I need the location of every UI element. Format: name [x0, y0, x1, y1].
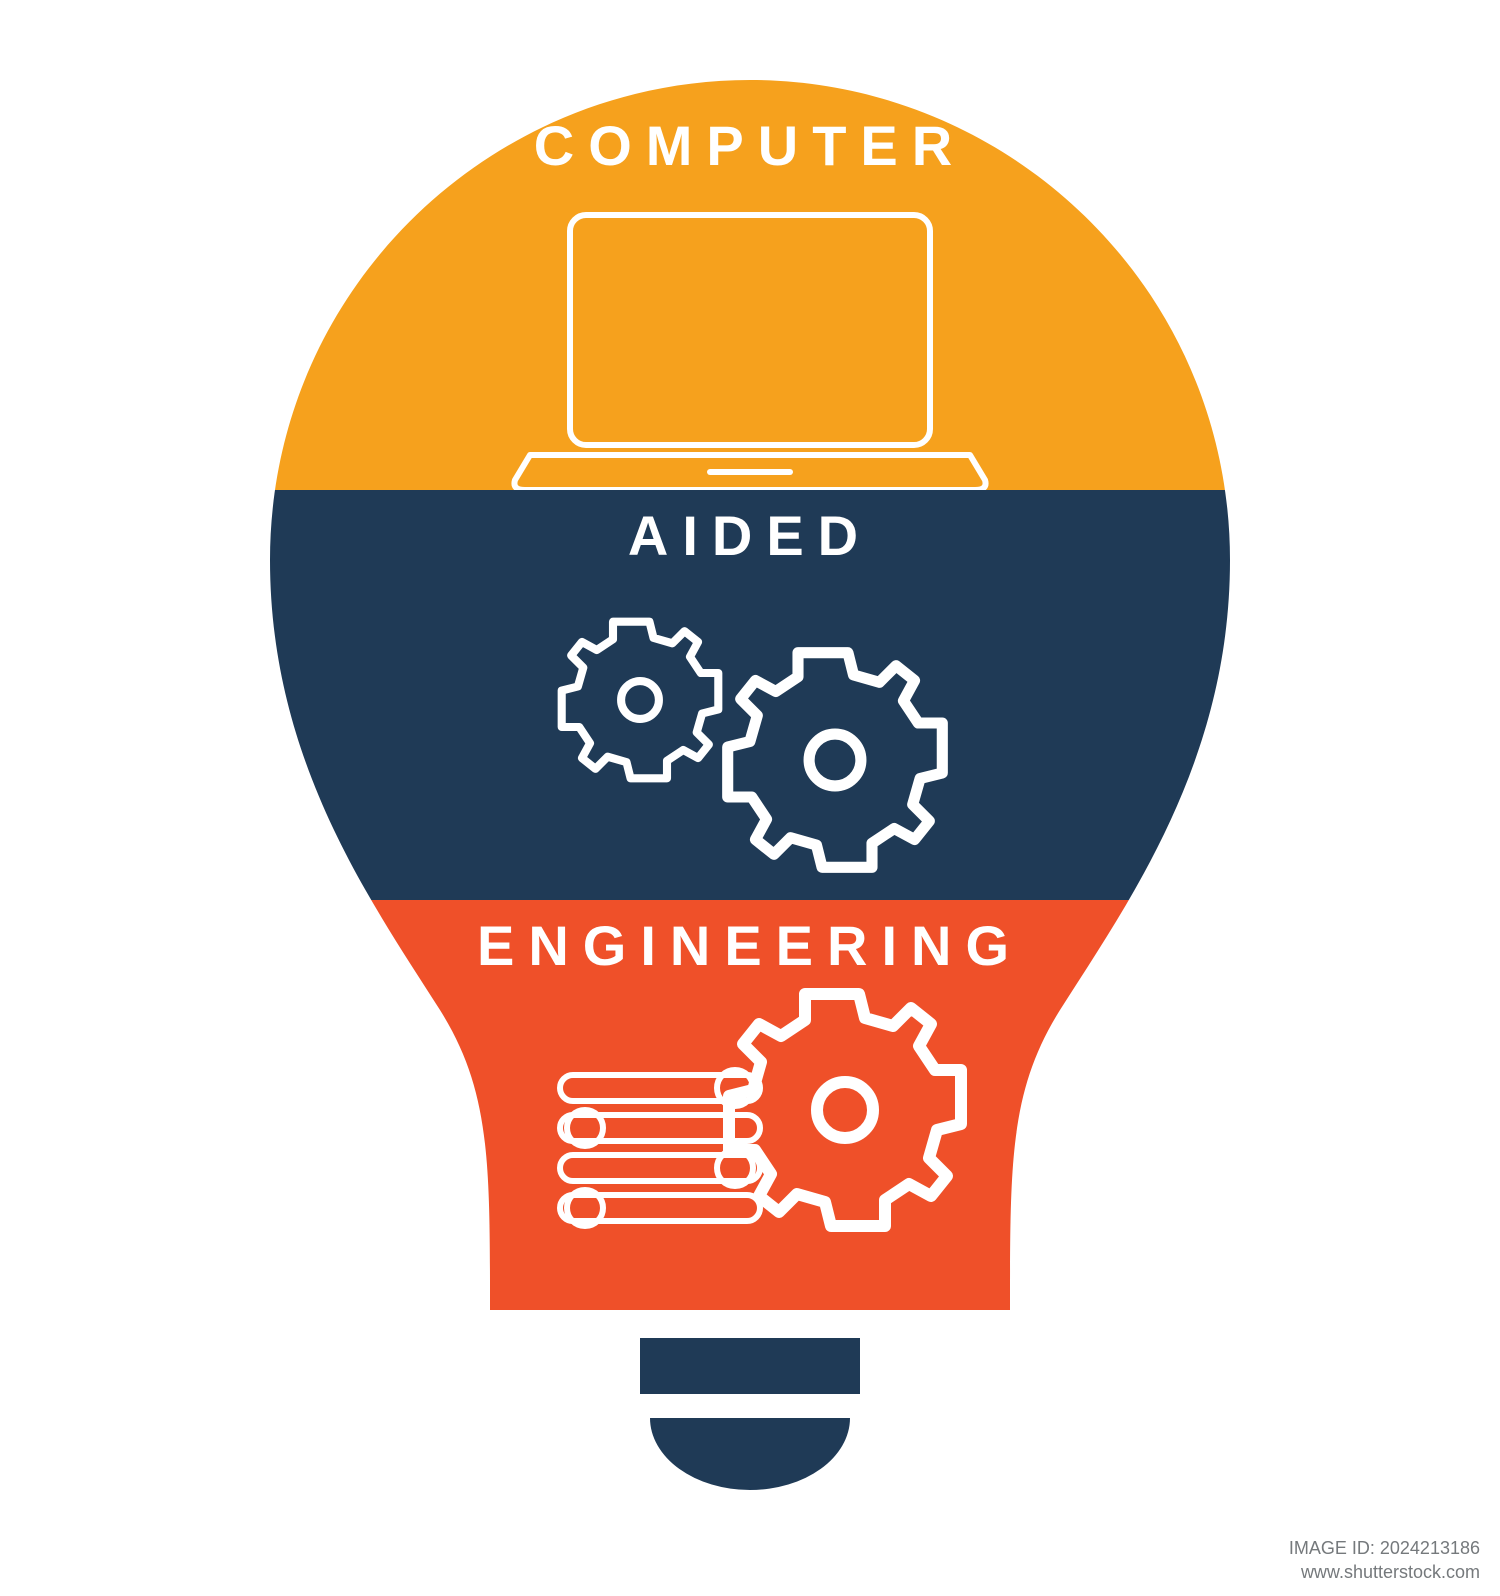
footer-meta: IMAGE ID: 2024213186 www.shutterstock.co…	[1289, 1537, 1480, 1584]
section-engineering: ENGINEERING	[0, 900, 1500, 1320]
bulb-collar	[640, 1338, 860, 1394]
section-computer: COMPUTER	[0, 0, 1500, 500]
lightbulb-infographic: COMPUTER AIDED ENGINEERING	[0, 0, 1500, 1596]
bulb-contact	[650, 1418, 850, 1490]
bulb-body: COMPUTER AIDED ENGINEERING	[0, 0, 1500, 1320]
site-label: www.shutterstock.com	[1289, 1561, 1480, 1584]
section-aided: AIDED	[0, 490, 1500, 910]
image-id-label: IMAGE ID: 2024213186	[1289, 1537, 1480, 1560]
label-computer: COMPUTER	[534, 114, 966, 177]
label-engineering: ENGINEERING	[477, 914, 1023, 977]
label-aided: AIDED	[628, 504, 872, 567]
